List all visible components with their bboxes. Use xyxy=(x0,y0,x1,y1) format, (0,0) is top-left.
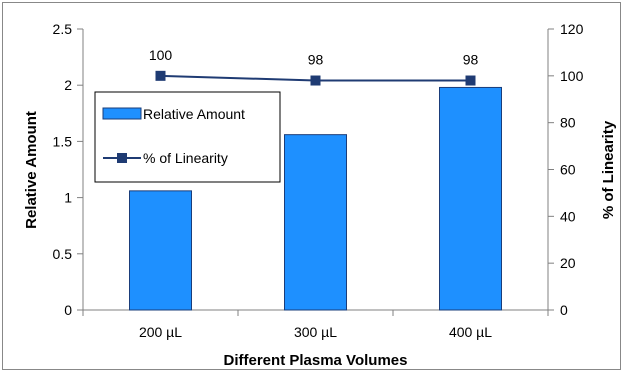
data-label: 98 xyxy=(308,52,324,68)
right-tick-label: 60 xyxy=(560,162,576,178)
legend-box xyxy=(94,91,281,183)
right-tick-label: 0 xyxy=(560,302,568,318)
x-tick-label: 400 µL xyxy=(449,324,492,340)
right-tick-label: 100 xyxy=(560,68,584,84)
bar xyxy=(439,86,502,311)
right-axis-title: % of Linearity xyxy=(600,120,617,219)
linearity-marker xyxy=(155,70,166,81)
legend-marker-swatch xyxy=(117,153,127,163)
bar xyxy=(129,190,192,311)
data-label: 98 xyxy=(463,52,479,68)
x-tick-label: 300 µL xyxy=(294,324,337,340)
legend-label: Relative Amount xyxy=(143,106,245,122)
left-tick-label: 0.5 xyxy=(53,246,73,262)
left-tick-label: 2 xyxy=(64,77,72,93)
linearity-marker xyxy=(465,75,476,86)
x-axis-title: Different Plasma Volumes xyxy=(224,352,408,369)
x-tick-label: 200 µL xyxy=(139,324,182,340)
left-tick-label: 0 xyxy=(64,302,72,318)
left-tick-label: 2.5 xyxy=(53,21,73,37)
linearity-marker xyxy=(310,75,321,86)
left-axis-title: Relative Amount xyxy=(23,111,40,229)
data-label: 100 xyxy=(149,47,173,63)
right-tick-label: 40 xyxy=(560,208,576,224)
left-tick-label: 1 xyxy=(64,190,72,206)
legend-bar-swatch xyxy=(102,107,142,120)
left-tick-label: 1.5 xyxy=(53,133,73,149)
legend-label: % of Linearity xyxy=(143,150,228,166)
right-tick-label: 80 xyxy=(560,115,576,131)
right-tick-label: 20 xyxy=(560,255,576,271)
right-tick-label: 120 xyxy=(560,21,584,37)
bar xyxy=(284,134,347,311)
